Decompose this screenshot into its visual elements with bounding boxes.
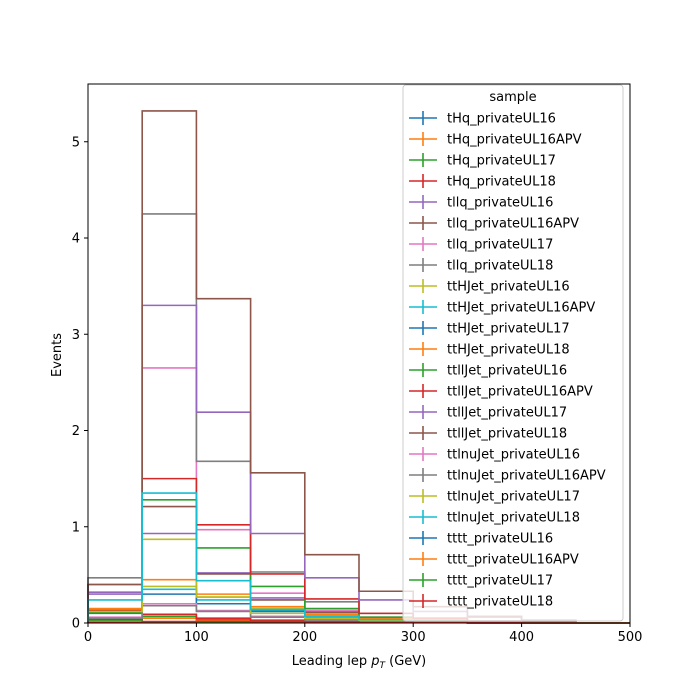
legend-entry-tllq_privateUL18: tllq_privateUL18	[409, 258, 553, 274]
legend-entry-ttHJet_privateUL17: ttHJet_privateUL17	[409, 321, 570, 337]
legend-entry-tHq_privateUL17: tHq_privateUL17	[409, 153, 556, 169]
legend-label: tllq_privateUL17	[447, 238, 553, 253]
legend-entry-ttlnuJet_privateUL16APV: ttlnuJet_privateUL16APV	[409, 468, 606, 484]
legend-label: tllq_privateUL16	[447, 196, 553, 211]
legend-entry-ttlnuJet_privateUL17: ttlnuJet_privateUL17	[409, 489, 580, 505]
legend-entry-tttt_privateUL18: tttt_privateUL18	[409, 594, 553, 610]
y-tick-label-0: 0	[72, 617, 80, 632]
legend-box	[402, 84, 624, 622]
legend-label: tHq_privateUL16APV	[447, 133, 582, 148]
legend-label: tHq_privateUL18	[447, 175, 556, 190]
legend-entry-ttllJet_privateUL16APV: ttllJet_privateUL16APV	[409, 384, 593, 400]
y-tick-label-5: 5	[72, 135, 80, 150]
legend-entry-tttt_privateUL16: tttt_privateUL16	[409, 531, 553, 547]
legend-entry-ttllJet_privateUL17: ttllJet_privateUL17	[409, 405, 567, 421]
y-tick-label-1: 1	[72, 520, 80, 535]
legend-entry-tttt_privateUL16APV: tttt_privateUL16APV	[409, 552, 579, 568]
legend-label: tllq_privateUL18	[447, 259, 553, 274]
axes-layer: 0 100 200 300 400 500 0 1 2 3 4 5	[72, 83, 643, 645]
legend-entry-tHq_privateUL18: tHq_privateUL18	[409, 174, 556, 190]
x-tick-label-100: 100	[184, 630, 209, 645]
legend-title: sample	[489, 90, 536, 105]
legend-label: ttHJet_privateUL16	[447, 280, 570, 295]
x-axis-label-math: p	[370, 654, 379, 669]
legend-entry-tllq_privateUL17: tllq_privateUL17	[409, 237, 553, 253]
x-tick-label-400: 400	[509, 630, 534, 645]
legend-label: tttt_privateUL17	[447, 574, 553, 589]
legend-entry-ttHJet_privateUL18: ttHJet_privateUL18	[409, 342, 570, 358]
y-tick-label-2: 2	[72, 424, 80, 439]
legend-label: ttHJet_privateUL16APV	[447, 301, 595, 316]
legend: sample tHq_privateUL16 tHq_privateUL16APVt…	[402, 84, 624, 622]
x-tick-label-300: 300	[401, 630, 426, 645]
legend-label: ttlnuJet_privateUL17	[447, 490, 580, 505]
legend-label: tHq_privateUL16	[447, 112, 556, 127]
legend-label: tHq_privateUL17	[447, 154, 556, 169]
x-tick-label-0: 0	[84, 630, 92, 645]
legend-entry-ttHJet_privateUL16: ttHJet_privateUL16	[409, 279, 570, 295]
legend-entry-ttlnuJet_privateUL18: ttlnuJet_privateUL18	[409, 510, 580, 526]
y-tick-label-3: 3	[72, 328, 80, 343]
legend-entry-ttllJet_privateUL16: ttllJet_privateUL16	[409, 363, 567, 379]
legend-entry-tllq_privateUL16: tllq_privateUL16	[409, 195, 553, 211]
y-tick-label-4: 4	[72, 232, 80, 247]
legend-label: ttlnuJet_privateUL16	[447, 448, 580, 463]
x-tick-label-200: 200	[292, 630, 317, 645]
legend-label: ttHJet_privateUL17	[447, 322, 570, 337]
x-tick-label-500: 500	[618, 630, 643, 645]
legend-label: ttllJet_privateUL16APV	[447, 385, 593, 400]
x-axis-label-unit: (GeV)	[385, 654, 426, 669]
legend-label: ttllJet_privateUL18	[447, 427, 567, 442]
x-axis-label: Leading lep pT (GeV)	[292, 654, 426, 671]
legend-entry-tttt_privateUL17: tttt_privateUL17	[409, 573, 553, 589]
legend-entry-tHq_privateUL16: tHq_privateUL16	[409, 111, 556, 127]
legend-label: ttHJet_privateUL18	[447, 343, 570, 358]
x-axis-label-main: Leading lep	[292, 654, 371, 669]
y-axis-label: Events	[50, 333, 65, 377]
legend-label: ttlnuJet_privateUL18	[447, 511, 580, 526]
legend-entry-ttHJet_privateUL16APV: ttHJet_privateUL16APV	[409, 300, 595, 316]
legend-entry-ttllJet_privateUL18: ttllJet_privateUL18	[409, 426, 567, 442]
legend-label: tttt_privateUL18	[447, 595, 553, 610]
legend-label: tttt_privateUL16	[447, 532, 553, 547]
legend-entry-tllq_privateUL16APV: tllq_privateUL16APV	[409, 216, 579, 232]
axes-frame	[87, 83, 631, 624]
legend-label: tllq_privateUL16APV	[447, 217, 579, 232]
x-axis-label-sub: T	[379, 661, 386, 671]
legend-entry-ttlnuJet_privateUL16: ttlnuJet_privateUL16	[409, 447, 580, 463]
legend-label: tttt_privateUL16APV	[447, 553, 579, 568]
legend-label: ttllJet_privateUL16	[447, 364, 567, 379]
legend-entry-tHq_privateUL16APV: tHq_privateUL16APV	[409, 132, 582, 148]
legend-label: ttllJet_privateUL17	[447, 406, 567, 421]
legend-label: ttlnuJet_privateUL16APV	[447, 469, 606, 484]
